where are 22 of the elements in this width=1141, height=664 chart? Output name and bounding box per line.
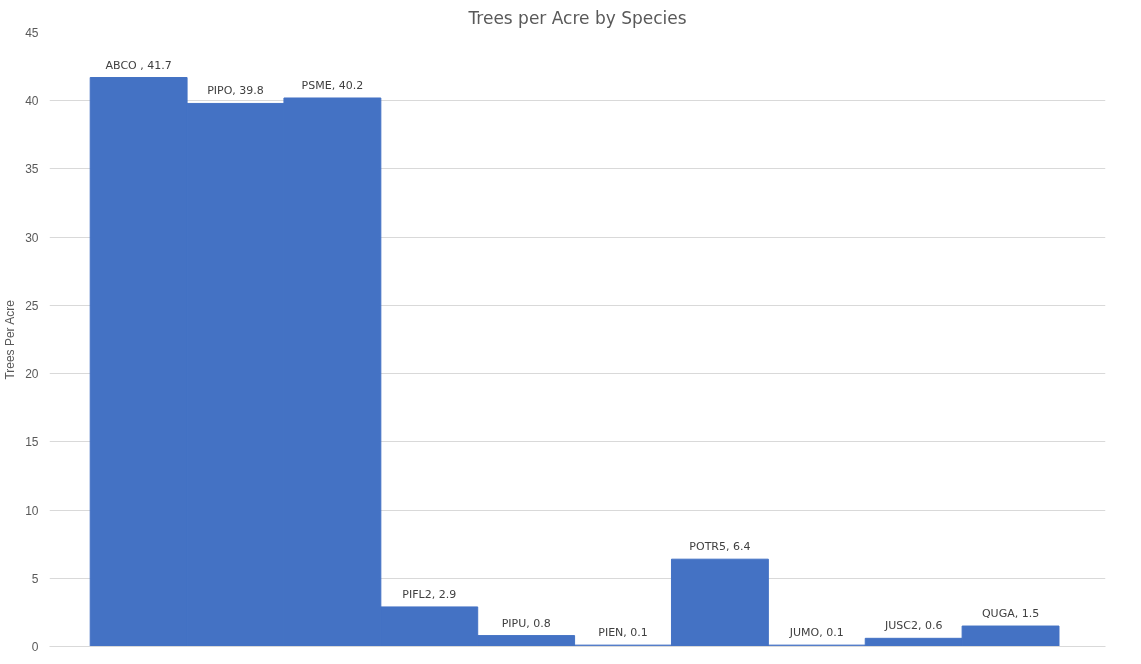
y-tick-label: 0 bbox=[31, 640, 39, 654]
data-label: PIEN, 0.1 bbox=[598, 626, 648, 640]
y-axis-title: Trees Per Acre bbox=[3, 299, 18, 380]
chart-title: Trees per Acre by Species bbox=[467, 7, 687, 28]
data-label: PIPU, 0.8 bbox=[501, 616, 551, 630]
y-tick-label: 20 bbox=[25, 367, 39, 382]
y-tick-label: 30 bbox=[25, 230, 39, 245]
data-label: PIPO, 39.8 bbox=[207, 84, 264, 98]
data-label: JUSC2, 0.6 bbox=[883, 619, 943, 633]
data-label: PSME, 40.2 bbox=[301, 78, 364, 92]
data-label: PIFL2, 2.9 bbox=[402, 587, 457, 601]
data-label: JUMO, 0.1 bbox=[788, 626, 844, 640]
data-label: QUGA, 1.5 bbox=[981, 607, 1040, 621]
y-tick-label: 15 bbox=[25, 435, 39, 450]
data-label: ABCO , 41.7 bbox=[105, 58, 172, 72]
y-tick-label: 40 bbox=[25, 94, 39, 109]
y-tick-label: 25 bbox=[25, 298, 39, 313]
y-tick-label: 35 bbox=[25, 162, 39, 177]
data-label: POTR5, 6.4 bbox=[689, 540, 751, 554]
y-tick-label: 10 bbox=[25, 503, 39, 518]
y-tick-label: 45 bbox=[25, 26, 39, 40]
y-tick-label: 5 bbox=[31, 571, 39, 586]
